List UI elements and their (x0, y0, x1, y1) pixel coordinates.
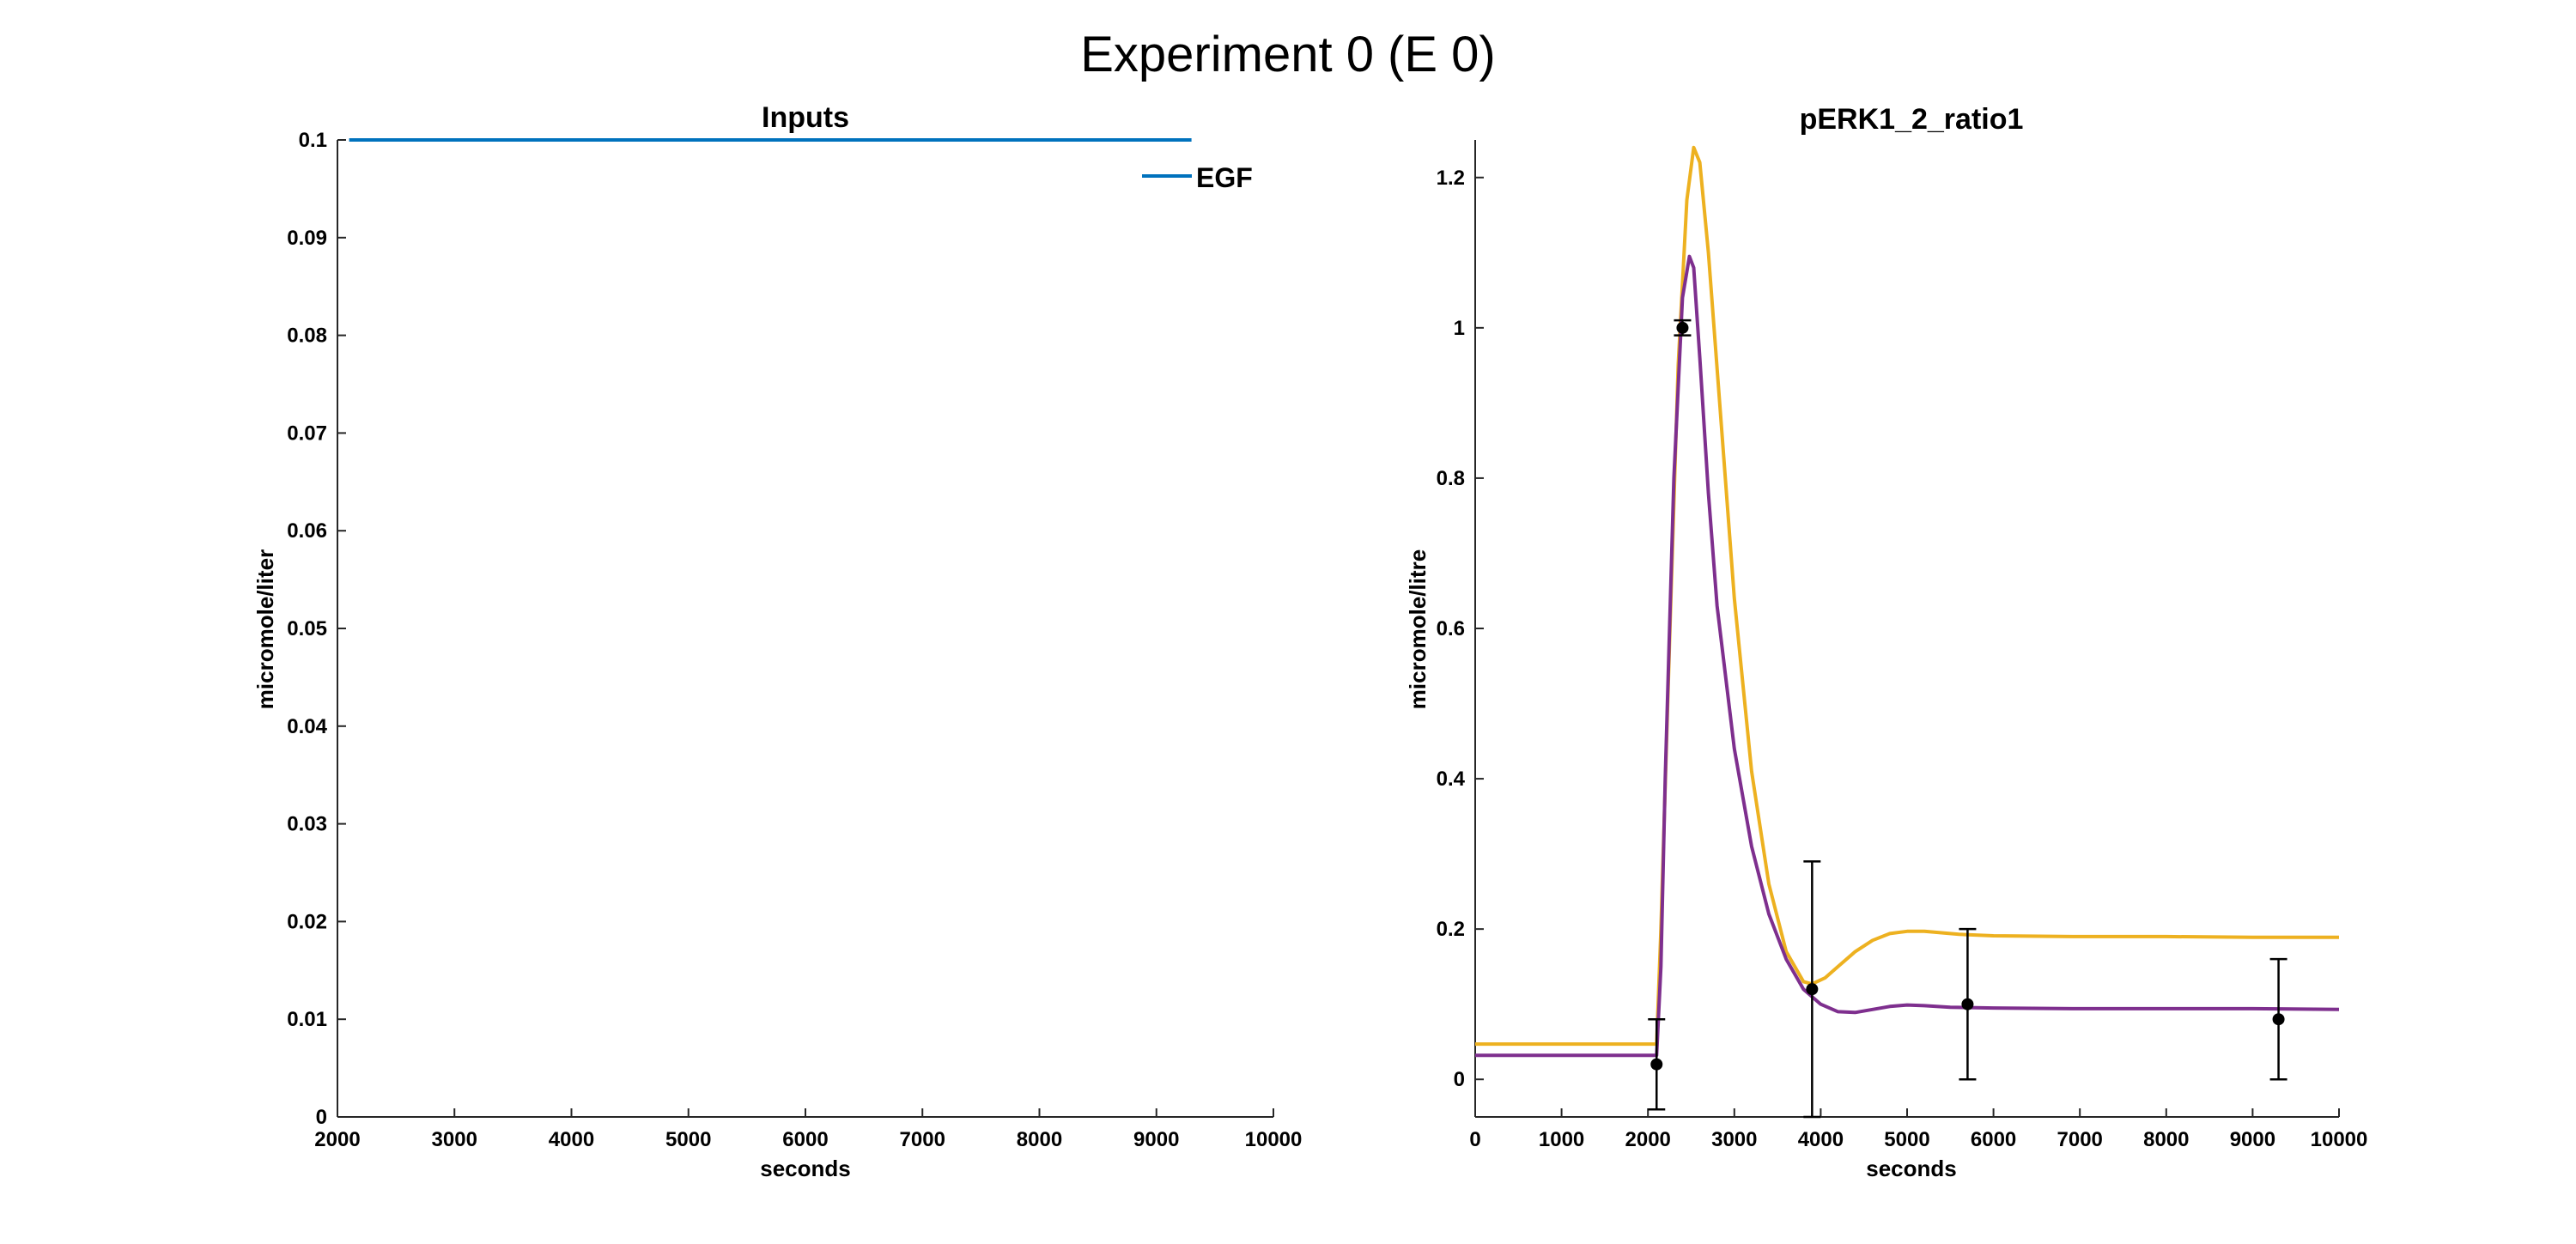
perk-x-tick-label: 8000 (2143, 1128, 2189, 1151)
inputs-x-tick-label: 9000 (1133, 1128, 1179, 1151)
data-point-marker (1806, 983, 1819, 996)
perk-x-tick-label: 1000 (1539, 1128, 1584, 1151)
data-point-marker (2272, 1013, 2285, 1026)
perk-x-axis-label: seconds (1866, 1156, 1957, 1181)
data-point-marker (1650, 1058, 1663, 1071)
perk-y-tick-label: 1 (1454, 317, 1465, 340)
inputs-x-tick-label: 7000 (900, 1128, 945, 1151)
perk-y-tick-label: 0.4 (1437, 768, 1466, 791)
inputs-x-tick-label: 2000 (314, 1128, 360, 1151)
perk-x-tick-label: 4000 (1798, 1128, 1844, 1151)
inputs-y-tick-label: 0.03 (287, 813, 327, 836)
legend-label-egf: EGF (1196, 162, 1253, 193)
perk-x-tick-label: 9000 (2230, 1128, 2275, 1151)
data-point-marker (1676, 321, 1689, 334)
perk-y-tick-label: 0.2 (1437, 918, 1465, 941)
inputs-y-tick-label: 0.04 (287, 715, 327, 738)
perk-y-axis-label: micromole/litre (1405, 549, 1431, 709)
inputs-x-tick-label: 4000 (549, 1128, 594, 1151)
inputs-y-tick-label: 0.08 (287, 325, 327, 348)
perk-x-tick-label: 2000 (1625, 1128, 1671, 1151)
perk-y-tick-label: 0 (1454, 1068, 1465, 1091)
inputs-y-tick-label: 0.07 (287, 422, 327, 445)
perk-x-tick-label: 0 (1469, 1128, 1480, 1151)
perk-x-tick-label: 7000 (2057, 1128, 2103, 1151)
perk-x-tick-label: 10000 (2311, 1128, 2368, 1151)
perk-y-tick-label: 0.8 (1437, 467, 1465, 490)
figure-title: Experiment 0 (E 0) (1080, 27, 1496, 82)
inputs-y-tick-label: 0.06 (287, 519, 327, 543)
data-point-marker (1961, 998, 1974, 1010)
inputs-y-tick-label: 0.09 (287, 227, 327, 250)
inputs-x-tick-label: 5000 (665, 1128, 711, 1151)
perk-y-tick-label: 1.2 (1437, 167, 1465, 190)
inputs-chart: Inputs seconds micromole/liter EGF 2000 3… (252, 101, 1302, 1181)
perk-y-tick-label: 0.6 (1437, 617, 1465, 640)
perk-x-tick-label: 5000 (1884, 1128, 1929, 1151)
perk-x-tick-label: 3000 (1711, 1128, 1757, 1151)
inputs-y-tick-label: 0.1 (299, 129, 327, 152)
inputs-x-axis-label: seconds (760, 1156, 851, 1181)
inputs-y-tick-label: 0 (316, 1106, 327, 1129)
inputs-y-axis-label: micromole/liter (252, 549, 278, 709)
inputs-y-tick-label: 0.05 (287, 617, 327, 640)
inputs-x-tick-label: 6000 (782, 1128, 828, 1151)
inputs-y-tick-label: 0.02 (287, 910, 327, 933)
inputs-y-tick-label: 0.01 (287, 1008, 327, 1031)
perk-chart: pERK1_2_ratio1 seconds micromole/litre 0… (1405, 103, 2367, 1181)
inputs-x-tick-label: 8000 (1017, 1128, 1062, 1151)
perk-x-tick-label: 6000 (1971, 1128, 2016, 1151)
perk-series-line-0 (1475, 145, 2339, 1047)
perk-chart-title: pERK1_2_ratio1 (1800, 103, 2024, 136)
inputs-x-tick-label: 10000 (1245, 1128, 1303, 1151)
inputs-chart-title: Inputs (762, 101, 849, 134)
inputs-x-tick-label: 3000 (432, 1128, 477, 1151)
